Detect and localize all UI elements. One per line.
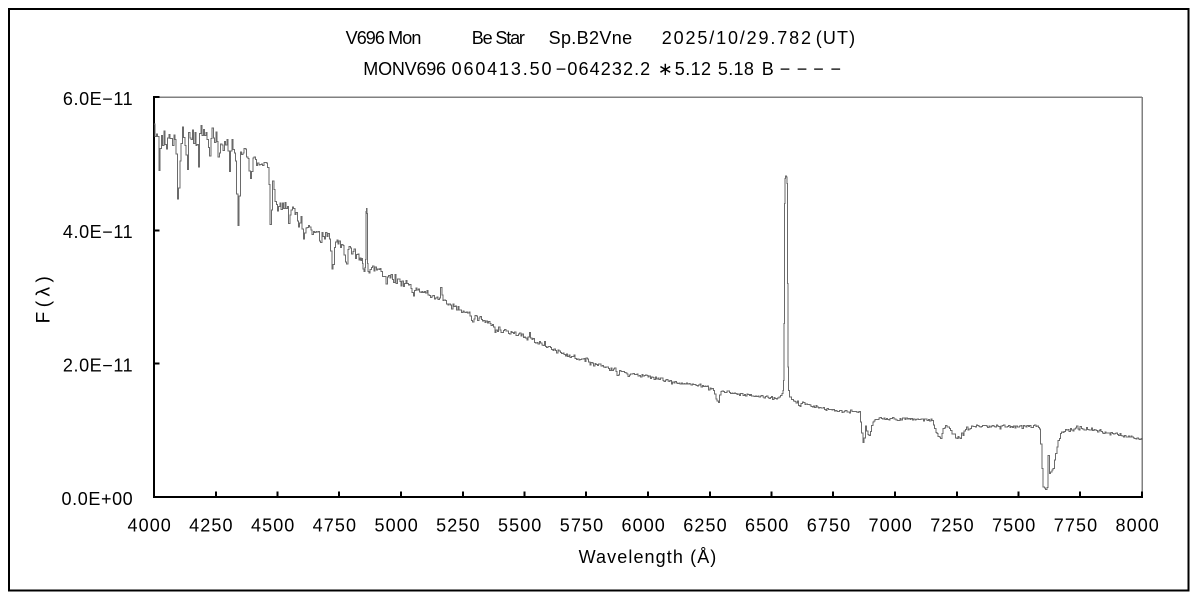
svg-text:Wavelength (Å): Wavelength (Å) <box>579 547 718 567</box>
svg-text:4250: 4250 <box>189 516 233 536</box>
svg-text:6250: 6250 <box>683 516 727 536</box>
svg-text:5500: 5500 <box>498 516 542 536</box>
svg-text:5750: 5750 <box>560 516 604 536</box>
svg-text:4750: 4750 <box>313 516 357 536</box>
svg-text:4.0E−11: 4.0E−11 <box>63 222 133 242</box>
svg-text:6.0E−11: 6.0E−11 <box>63 89 133 109</box>
svg-text:6000: 6000 <box>621 516 665 536</box>
svg-text:4500: 4500 <box>251 516 295 536</box>
svg-text:7750: 7750 <box>1054 516 1098 536</box>
svg-text:6500: 6500 <box>745 516 789 536</box>
svg-text:5000: 5000 <box>374 516 418 536</box>
svg-text:6750: 6750 <box>807 516 851 536</box>
svg-text:7500: 7500 <box>992 516 1036 536</box>
svg-text:F(λ): F(λ) <box>34 272 55 324</box>
svg-text:0.0E+00: 0.0E+00 <box>62 489 134 509</box>
svg-text:7250: 7250 <box>930 516 974 536</box>
svg-text:2.0E−11: 2.0E−11 <box>63 356 133 376</box>
svg-text:8000: 8000 <box>1115 516 1159 536</box>
svg-text:4000: 4000 <box>127 516 171 536</box>
svg-text:7000: 7000 <box>868 516 912 536</box>
svg-text:5250: 5250 <box>436 516 480 536</box>
